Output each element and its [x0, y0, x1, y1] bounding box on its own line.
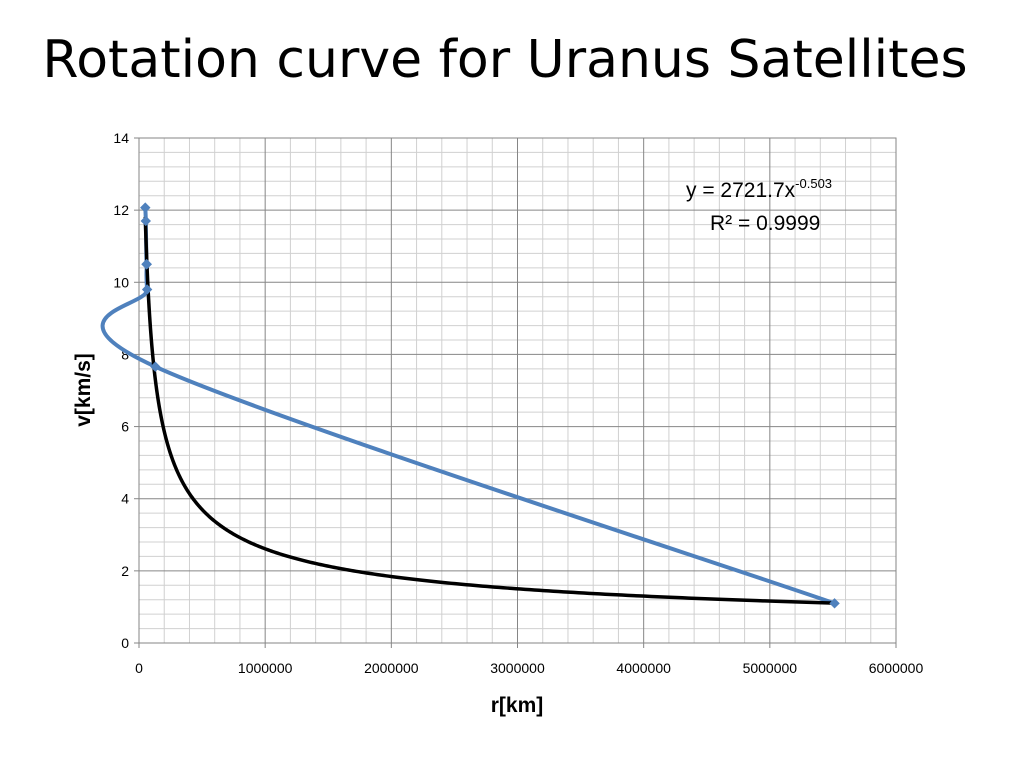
y-tick-label: 6: [121, 419, 129, 435]
y-tick-label: 0: [121, 635, 129, 651]
x-tick-label: 6000000: [869, 660, 924, 676]
series-markers: [140, 202, 840, 609]
data-point-marker: [141, 284, 153, 295]
x-tick-label: 0: [135, 660, 143, 676]
y-axis-title: v[km/s]: [72, 353, 95, 427]
trendline-r-squared: R² = 0.9999: [710, 212, 820, 235]
data-point-marker: [141, 259, 153, 270]
x-tick-label: 2000000: [364, 660, 419, 676]
y-tick-label: 12: [113, 202, 129, 218]
y-tick-label: 8: [121, 346, 129, 362]
x-tick-label: 3000000: [490, 660, 545, 676]
x-tick-label: 4000000: [616, 660, 671, 676]
data-point-marker: [150, 361, 161, 372]
data-point-marker: [140, 215, 151, 227]
trendline: [143, 216, 835, 605]
data-point-marker: [829, 598, 840, 609]
y-axis-ticks: 0 2 4 6 8 10 12 14: [113, 130, 139, 651]
x-tick-label: 1000000: [238, 660, 293, 676]
y-tick-label: 14: [113, 130, 129, 146]
y-tick-label: 4: [121, 491, 129, 507]
series-line: [100, 205, 837, 606]
y-tick-label: 10: [113, 274, 129, 290]
data-point-marker: [140, 202, 151, 213]
trendline-equation-exponent: -0.503: [795, 176, 832, 191]
x-axis-ticks: 0 1000000 2000000 3000000 4000000 5000000 6000…: [135, 643, 923, 676]
trendline-equation: y = 2721.7x-0.503: [686, 176, 832, 202]
slide-title: Rotation curve for Uranus Satellites: [42, 30, 968, 90]
x-axis-title: r[km]: [491, 694, 544, 717]
trendline-equation-base: y = 2721.7x: [686, 179, 796, 202]
y-tick-label: 2: [121, 563, 129, 579]
x-tick-label: 5000000: [743, 660, 798, 676]
